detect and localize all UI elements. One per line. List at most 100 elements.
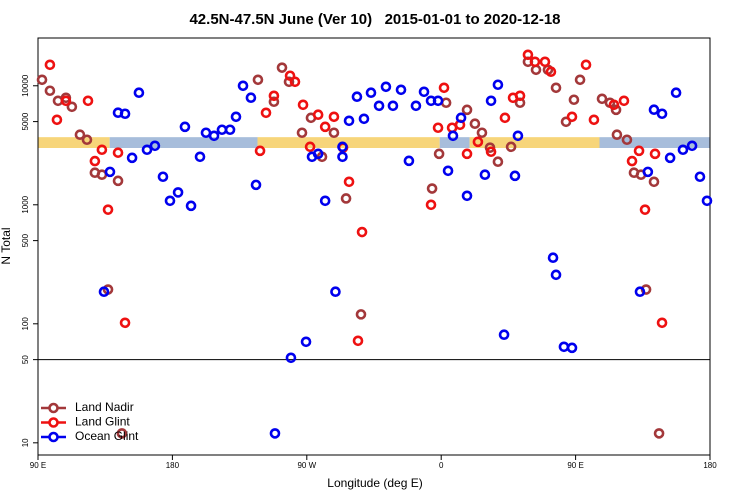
point <box>119 317 131 329</box>
point <box>82 95 94 107</box>
band <box>599 137 710 149</box>
point <box>96 144 108 156</box>
point <box>670 87 682 99</box>
point <box>51 114 63 126</box>
point <box>498 329 510 340</box>
point <box>352 335 364 347</box>
point <box>89 155 101 167</box>
point <box>529 56 541 68</box>
point <box>626 155 638 167</box>
point <box>237 80 249 92</box>
point <box>285 352 297 364</box>
point <box>297 99 309 111</box>
x-tick-label: 90 W <box>297 461 316 470</box>
point <box>677 144 689 156</box>
point <box>403 155 415 167</box>
point <box>365 87 377 99</box>
point <box>633 145 645 157</box>
point <box>300 336 312 348</box>
point <box>686 140 698 152</box>
point <box>343 176 355 188</box>
point <box>656 317 668 329</box>
point <box>550 82 562 94</box>
point <box>328 111 340 123</box>
point <box>172 187 184 198</box>
point <box>639 204 651 215</box>
point <box>395 84 407 96</box>
point <box>343 115 355 127</box>
point <box>312 109 324 121</box>
point <box>514 90 526 102</box>
point <box>580 59 592 71</box>
point <box>574 74 586 86</box>
point <box>634 286 646 298</box>
point <box>60 95 72 107</box>
point <box>461 148 473 160</box>
point <box>492 79 504 91</box>
point <box>442 165 454 177</box>
point <box>340 193 352 204</box>
point <box>179 121 191 133</box>
series <box>44 49 668 347</box>
point <box>149 140 161 152</box>
point <box>269 428 281 439</box>
point <box>36 74 48 86</box>
point <box>447 130 459 142</box>
point <box>499 112 511 124</box>
point <box>469 118 481 130</box>
point <box>112 147 124 158</box>
x-tick-label: 180 <box>166 461 180 470</box>
point <box>410 100 422 112</box>
point <box>66 101 78 113</box>
point <box>433 148 445 160</box>
point <box>319 121 331 133</box>
x-tick-label: 90 E <box>567 461 583 470</box>
y-tick-label: 1000 <box>21 195 30 213</box>
y-axis-label: N Total <box>0 227 13 264</box>
point <box>319 195 331 207</box>
point <box>522 49 534 61</box>
point <box>185 200 197 212</box>
y-tick-label: 500 <box>21 233 30 247</box>
point <box>98 286 110 298</box>
point <box>387 100 399 112</box>
point <box>653 428 665 439</box>
point <box>485 95 497 107</box>
point <box>312 148 324 160</box>
point <box>330 286 341 298</box>
point <box>328 127 340 139</box>
point <box>268 96 280 108</box>
point <box>296 127 308 139</box>
point <box>566 111 578 123</box>
point <box>268 90 280 102</box>
point <box>648 104 660 116</box>
point <box>621 134 633 146</box>
point <box>547 252 559 264</box>
point <box>492 156 504 168</box>
point <box>479 169 491 180</box>
point <box>560 116 572 128</box>
point <box>245 92 257 103</box>
chart-title: 42.5N-47.5N June (Ver 10) 2015-01-01 to … <box>189 11 560 28</box>
point <box>194 151 206 163</box>
legend-label: Ocean Glint <box>75 429 139 443</box>
point <box>81 134 93 146</box>
point <box>588 114 600 126</box>
point <box>558 341 570 353</box>
band <box>257 137 440 149</box>
point <box>656 108 668 120</box>
point <box>284 70 296 82</box>
point <box>418 86 430 98</box>
point <box>373 100 385 112</box>
point <box>260 107 272 119</box>
point <box>505 141 517 153</box>
legend-label: Land Glint <box>75 415 130 429</box>
point <box>432 122 444 134</box>
point <box>337 141 348 153</box>
series <box>98 79 713 439</box>
point <box>568 94 580 106</box>
point <box>351 91 363 103</box>
point <box>472 136 484 148</box>
y-tick-label: 5000 <box>21 112 30 130</box>
